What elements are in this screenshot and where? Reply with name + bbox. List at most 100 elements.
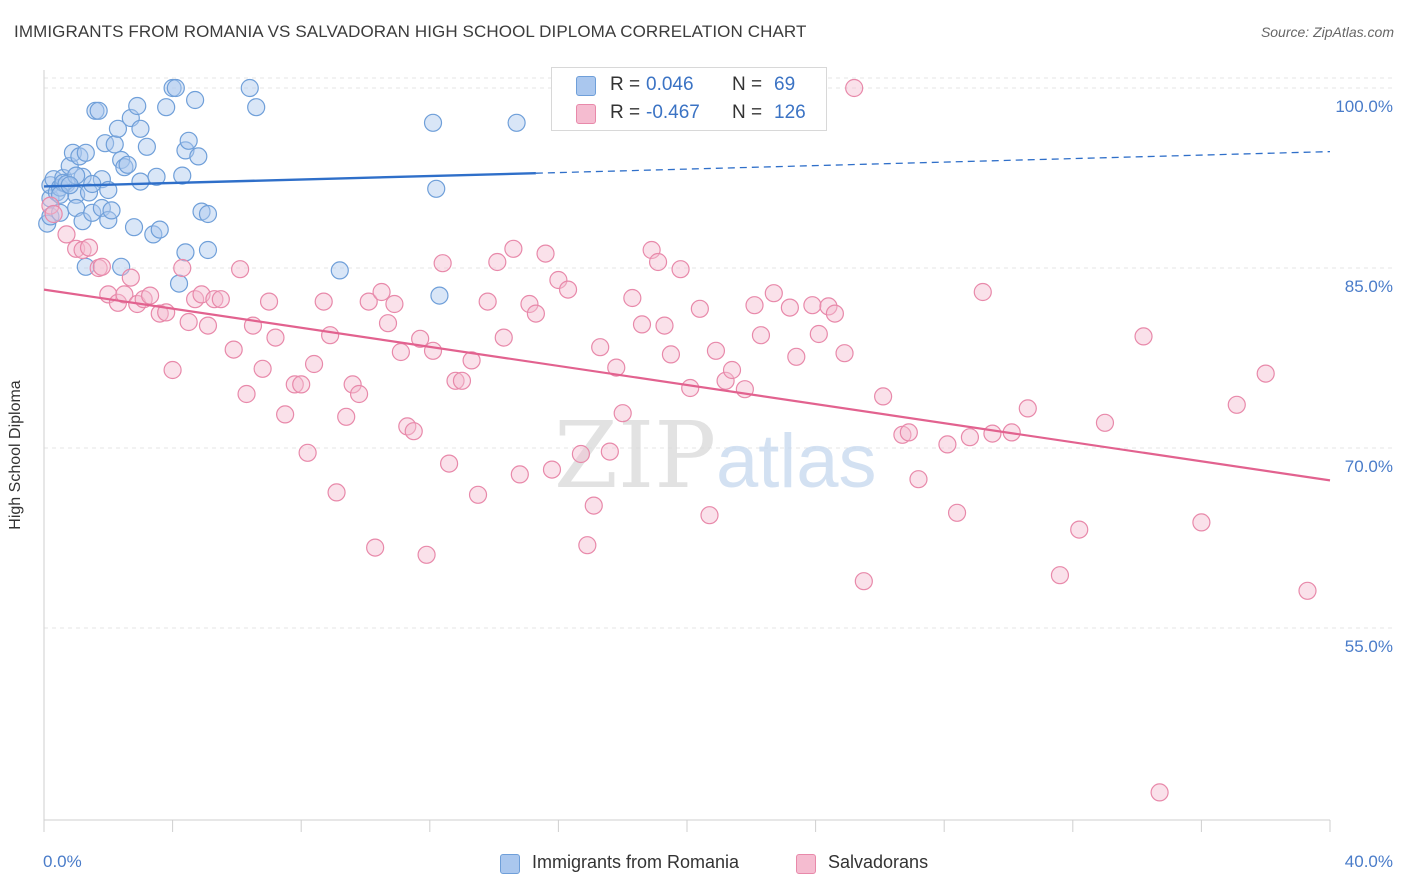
data-point bbox=[745, 296, 764, 315]
data-point bbox=[960, 428, 980, 447]
data-point bbox=[105, 135, 124, 154]
data-point bbox=[92, 170, 111, 189]
data-point bbox=[648, 252, 668, 272]
data-point bbox=[520, 294, 539, 314]
data-point bbox=[549, 270, 568, 290]
data-point bbox=[661, 345, 681, 364]
data-point bbox=[237, 384, 256, 404]
data-point bbox=[1018, 399, 1037, 418]
data-point bbox=[115, 285, 134, 304]
y-tick-label: 100.0% bbox=[1335, 97, 1393, 116]
data-point bbox=[99, 210, 118, 230]
data-point bbox=[973, 282, 992, 302]
data-point bbox=[1095, 413, 1115, 432]
data-point bbox=[1150, 783, 1169, 802]
series-romania-points bbox=[38, 78, 526, 305]
data-point bbox=[446, 371, 465, 390]
data-point bbox=[983, 424, 1002, 443]
data-point bbox=[417, 545, 436, 564]
data-point bbox=[835, 344, 854, 363]
data-point bbox=[1134, 327, 1153, 346]
data-point bbox=[433, 254, 452, 273]
data-point bbox=[115, 158, 134, 177]
data-point bbox=[147, 167, 166, 186]
legend-r-value: -0.467 bbox=[646, 102, 700, 123]
data-point bbox=[176, 243, 195, 262]
data-point bbox=[427, 179, 446, 198]
data-point bbox=[304, 354, 324, 374]
data-point bbox=[681, 378, 700, 398]
x-tick-label-max: 40.0% bbox=[1344, 852, 1393, 871]
legend-r-value: 0.046 bbox=[646, 74, 694, 95]
data-point bbox=[558, 280, 578, 299]
y-tick-label: 85.0% bbox=[1344, 277, 1393, 296]
data-point bbox=[140, 286, 160, 305]
data-point bbox=[536, 244, 555, 263]
data-point bbox=[41, 207, 60, 226]
data-point bbox=[166, 78, 185, 98]
data-point bbox=[211, 290, 230, 309]
legend-swatch-blue bbox=[576, 76, 596, 96]
source-credit: Source: ZipAtlas.com bbox=[1260, 24, 1394, 40]
data-point bbox=[298, 443, 317, 462]
data-point bbox=[1256, 364, 1275, 383]
data-point bbox=[150, 220, 169, 239]
data-point bbox=[179, 131, 198, 150]
data-point bbox=[780, 298, 799, 317]
data-point bbox=[121, 268, 140, 287]
data-point bbox=[1192, 513, 1211, 532]
data-point bbox=[423, 113, 443, 132]
data-point bbox=[343, 375, 362, 394]
data-point bbox=[131, 119, 150, 138]
data-point bbox=[1298, 581, 1317, 600]
data-point bbox=[478, 292, 497, 311]
watermark-atlas: atlas bbox=[716, 419, 877, 504]
data-point bbox=[938, 435, 957, 454]
y-axis-title: High School Diploma bbox=[7, 380, 24, 530]
data-point bbox=[349, 384, 369, 404]
data-point bbox=[366, 538, 385, 557]
data-point bbox=[655, 316, 674, 335]
data-point bbox=[67, 239, 86, 258]
data-point bbox=[411, 329, 430, 348]
data-point bbox=[327, 483, 346, 502]
data-point bbox=[430, 286, 449, 305]
bottom-legend-swatch-pink bbox=[796, 854, 816, 874]
data-point bbox=[623, 288, 642, 308]
data-point bbox=[169, 274, 189, 293]
data-point bbox=[224, 340, 243, 359]
data-point bbox=[510, 465, 529, 484]
data-point bbox=[632, 315, 652, 334]
trendline-romania-solid bbox=[43, 172, 536, 188]
data-point bbox=[67, 166, 86, 185]
legend-n-label: N = bbox=[732, 74, 763, 95]
data-point bbox=[173, 166, 192, 185]
data-point bbox=[76, 143, 95, 162]
data-point bbox=[874, 387, 893, 406]
data-point bbox=[186, 90, 205, 110]
y-tick-label: 55.0% bbox=[1344, 637, 1393, 656]
data-point bbox=[259, 292, 279, 311]
data-point bbox=[1070, 520, 1089, 539]
trendlines bbox=[43, 150, 1331, 482]
trendline-salvadoran bbox=[43, 288, 1331, 482]
data-point bbox=[488, 252, 507, 272]
data-point bbox=[764, 284, 783, 303]
data-point bbox=[468, 485, 488, 504]
legend-r-label: R = bbox=[610, 74, 641, 95]
data-point bbox=[423, 341, 443, 360]
correlation-legend: R = 0.046 N = 69 R = -0.467 N = 126 bbox=[551, 67, 827, 131]
data-point bbox=[787, 347, 806, 366]
data-point bbox=[321, 326, 340, 345]
bottom-legend-label-romania: Immigrants from Romania bbox=[532, 852, 740, 872]
data-point bbox=[507, 113, 526, 132]
data-point bbox=[404, 422, 423, 441]
data-point bbox=[600, 442, 619, 461]
data-point bbox=[189, 147, 208, 166]
trendline-romania-dashed bbox=[535, 150, 1331, 174]
data-point bbox=[359, 292, 378, 311]
data-point bbox=[128, 96, 147, 116]
data-point bbox=[494, 328, 513, 347]
data-point bbox=[1050, 566, 1070, 585]
